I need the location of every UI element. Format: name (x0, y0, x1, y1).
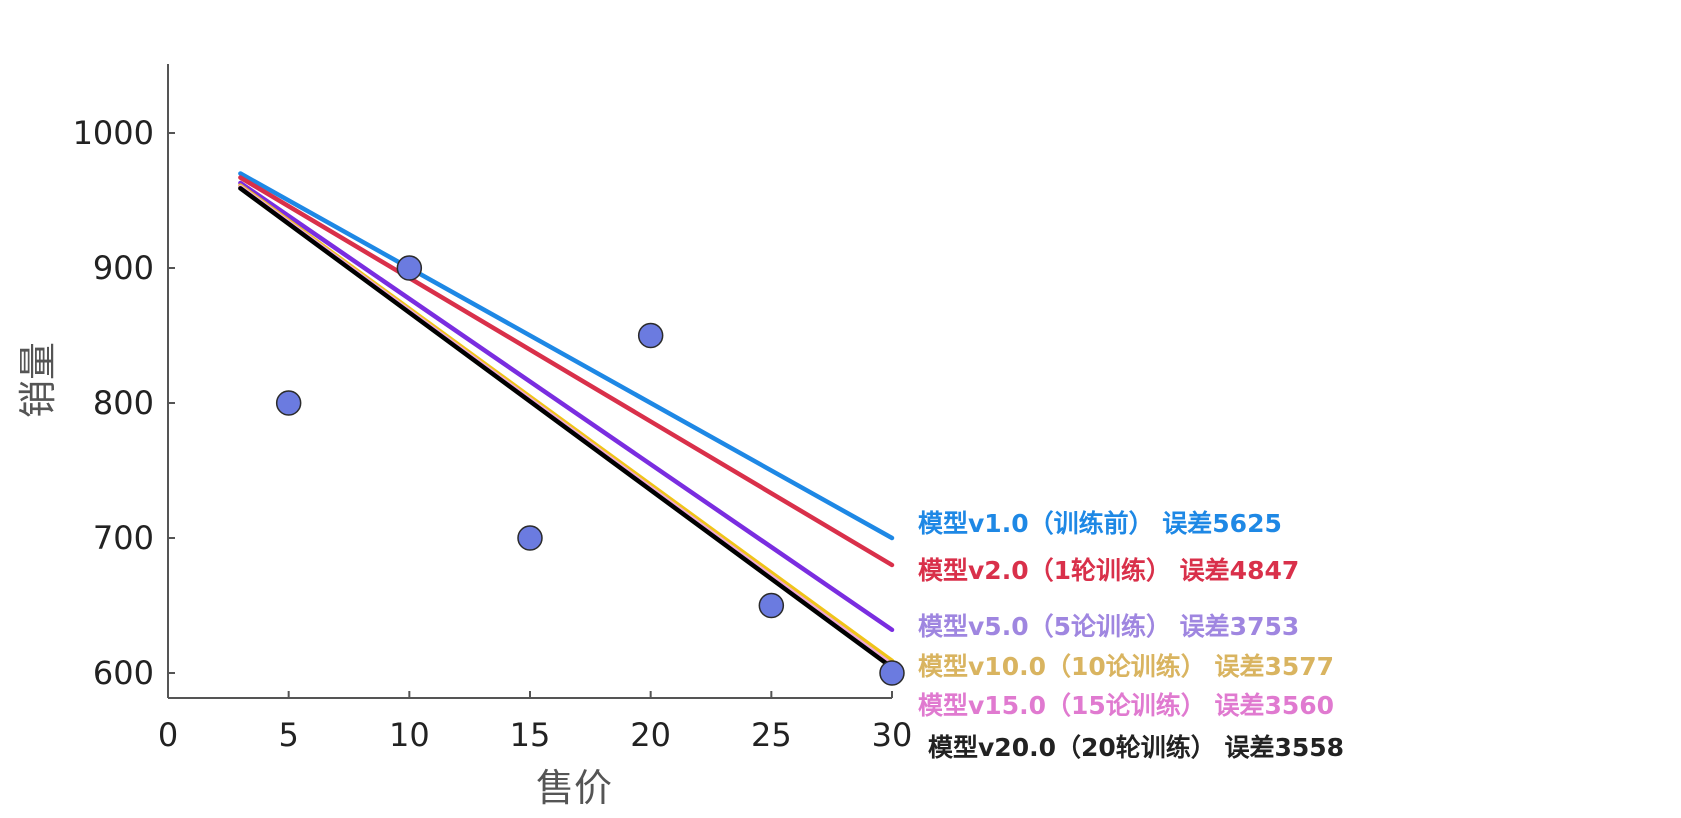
x-tick-label: 10 (389, 716, 430, 754)
series-line (238, 186, 895, 670)
series-lines (238, 171, 895, 670)
series-label: 模型v1.0（训练前） 误差5625 (918, 509, 1282, 538)
y-axis-title: 销量 (16, 342, 60, 418)
x-tick-label: 15 (510, 716, 551, 754)
scatter-point (275, 390, 302, 416)
y-tick-label: 1000 (73, 114, 154, 152)
y-tick-label: 700 (93, 519, 154, 557)
axes: 600 700 800 900 1000 0 5 10 15 20 25 30 (73, 64, 913, 754)
series-line (238, 175, 895, 568)
x-tick-label: 0 (158, 716, 178, 754)
series-labels: 模型v1.0（训练前） 误差5625 模型v2.0（1轮训练） 误差4847 模型v… (918, 509, 1344, 762)
series-label: 模型v15.0（15论训练） 误差3560 (918, 691, 1334, 720)
x-tick-label: 30 (872, 716, 913, 754)
scatter-point (879, 660, 905, 686)
series-label: 模型v2.0（1轮训练） 误差4847 (918, 556, 1299, 585)
y-tick-label: 800 (93, 384, 154, 422)
scatter-point (517, 525, 543, 551)
scatter-point (637, 322, 664, 349)
y-tick-label: 600 (93, 654, 154, 692)
series-label: 模型v10.0（10论训练） 误差3577 (918, 652, 1334, 681)
x-tick-label: 5 (278, 716, 298, 754)
x-axis-title: 售价 (536, 766, 612, 810)
series-label: 模型v20.0（20轮训练） 误差3558 (928, 733, 1344, 762)
series-line (238, 171, 895, 541)
x-tick-label: 20 (630, 716, 671, 754)
scatter-point (396, 255, 423, 281)
y-tick-label: 900 (93, 249, 154, 287)
x-tick-label: 25 (751, 716, 792, 754)
series-line (238, 180, 895, 633)
scatter-point (758, 592, 785, 619)
scatter-points (275, 255, 905, 686)
series-label: 模型v5.0（5论训练） 误差3753 (918, 612, 1299, 641)
